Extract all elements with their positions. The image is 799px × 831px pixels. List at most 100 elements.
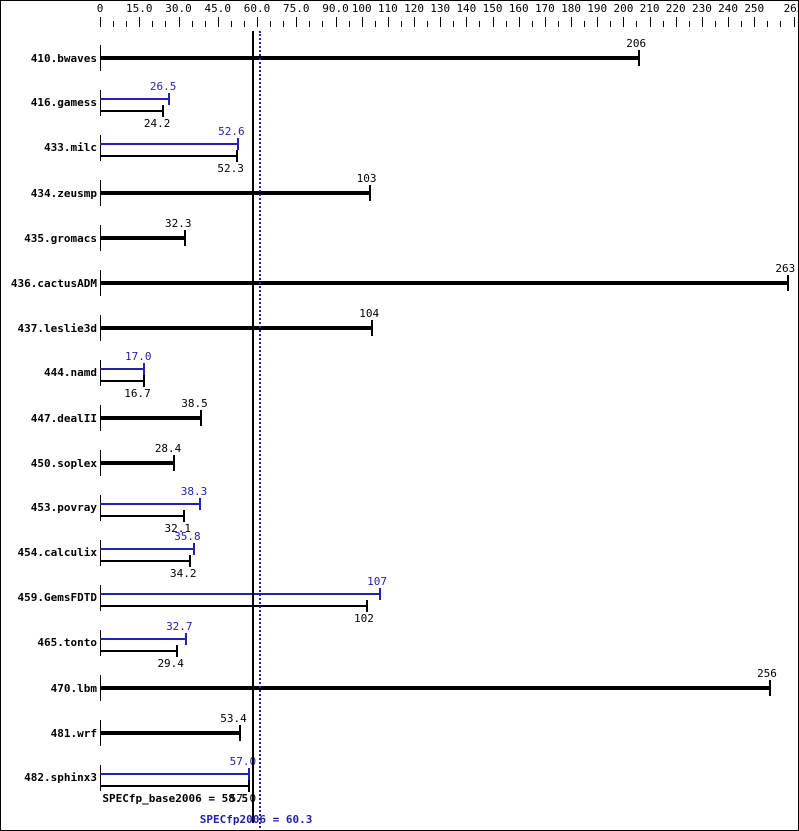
base-bar-cap [175, 645, 178, 657]
plot-area: 410.bwaves 206 416.gamess 26.5 24.2 433.milc 5… [1, 31, 798, 805]
benchmark-label-434-zeusmp: 434.zeusmp [30, 187, 97, 200]
base-bar-cap [162, 105, 165, 117]
axis-tick-minor [741, 21, 743, 27]
axis-tick-minor [714, 21, 716, 27]
base-bar-cap [188, 555, 191, 567]
axis-tick-major [335, 17, 337, 27]
axis-tick-minor [400, 21, 402, 27]
axis-tick-minor [270, 21, 272, 27]
axis-tick-major [100, 17, 101, 27]
peak-bar-cap [236, 138, 239, 150]
benchmark-label-444-namd: 444.namd [44, 366, 97, 379]
base-bar [100, 731, 240, 735]
axis-tick-major [649, 17, 651, 27]
axis-tick-minor [767, 21, 769, 27]
peak-bar-cap [192, 543, 195, 555]
benchmark-row: 435.gromacs 32.3 [1, 213, 798, 258]
base-bar [100, 416, 201, 420]
benchmark-label-410-bwaves: 410.bwaves [30, 52, 97, 65]
axis-tick-minor [322, 21, 324, 27]
base-value-label: 104 [359, 307, 380, 320]
axis-tick-label: 250 [744, 2, 765, 15]
axis-tick-label: 180 [561, 2, 581, 15]
benchmark-label-447-dealii: 447.dealII [30, 412, 97, 425]
row-axis-tick [100, 135, 101, 161]
base-value-label: 38.5 [181, 397, 208, 410]
axis-tick-minor [688, 21, 690, 27]
row-axis-tick [100, 495, 101, 521]
axis-tick-label: 190 [587, 2, 608, 15]
axis-tick-label: 120 [404, 2, 424, 15]
base-value-label: 263 [775, 262, 796, 275]
peak-bar-cap [143, 363, 146, 375]
peak-bar [100, 593, 381, 595]
axis-tick-minor [780, 21, 782, 27]
row-axis-tick [100, 360, 101, 386]
axis-tick-minor [204, 21, 206, 27]
benchmark-label-465-tonto: 465.tonto [37, 636, 97, 649]
axis-tick-label: 240 [718, 2, 739, 15]
axis-tick-label: 60.0 [243, 2, 271, 15]
peak-value-label: 32.7 [166, 620, 193, 633]
peak-value-label: 26.5 [149, 80, 177, 93]
peak-bar-cap [379, 588, 382, 600]
specfp2006-summary: SPECfp2006 = 60.3 [199, 813, 313, 826]
axis-tick-major [571, 17, 573, 27]
axis-tick-major [597, 17, 599, 27]
benchmark-row: 416.gamess 26.5 24.2 [1, 78, 798, 130]
peak-bar-cap [199, 498, 202, 510]
base-value-label: 103 [356, 172, 377, 185]
base-bar [100, 461, 175, 465]
benchmark-row: 465.tonto 32.7 29.4 [1, 618, 798, 670]
benchmark-label-436-cactusadm: 436.cactusADM [10, 277, 97, 290]
benchmark-row: 454.calculix 35.8 34.2 [1, 528, 798, 580]
base-bar [100, 110, 164, 112]
axis-tick-major [544, 17, 546, 27]
base-bar-cap [173, 455, 176, 471]
axis-tick-major [518, 17, 520, 27]
benchmark-row: 444.namd 17.0 16.7 [1, 348, 798, 400]
row-axis-tick [100, 630, 101, 656]
base-value-label: 53.4 [220, 712, 247, 725]
base-bar-cap [787, 275, 790, 291]
peak-reference-line [258, 31, 261, 830]
base-value-label: 28.4 [154, 442, 182, 455]
base-value-label: 57.0 [229, 792, 257, 805]
base-bar [100, 191, 370, 195]
peak-value-label: 57.0 [229, 755, 257, 768]
axis-tick-minor [453, 21, 455, 27]
benchmark-row: 481.wrf 53.4 [1, 708, 798, 753]
base-bar [100, 281, 789, 285]
peak-bar [100, 503, 201, 505]
axis-tick-label: 75.0 [283, 2, 310, 15]
benchmark-row: 470.lbm 256 [1, 663, 798, 708]
axis-tick-label: 230 [691, 2, 712, 15]
base-bar-cap [638, 50, 641, 66]
base-bar [100, 605, 367, 607]
axis-tick-label: 150 [482, 2, 503, 15]
base-bar-cap [199, 410, 202, 426]
peak-bar [100, 368, 145, 370]
benchmark-row: 447.dealII 38.5 [1, 393, 798, 438]
axis-tick-major [440, 17, 442, 27]
base-value-label: 24.2 [143, 117, 171, 130]
base-bar [100, 515, 184, 517]
axis-tick-minor [479, 21, 481, 27]
axis-tick-minor [113, 21, 115, 27]
axis-tick-label: 30.0 [165, 2, 192, 15]
peak-bar [100, 773, 250, 775]
axis-tick-minor [230, 21, 232, 27]
axis-tick-major [675, 17, 677, 27]
axis-tick-label: 100 [351, 2, 372, 15]
axis-tick-minor [374, 21, 376, 27]
axis-tick-label: 110 [377, 2, 398, 15]
base-bar-cap [183, 510, 185, 522]
axis-tick-major [296, 17, 298, 27]
axis-tick-minor [505, 21, 507, 27]
axis-tick-label: 265 [783, 2, 798, 15]
axis-tick-label: 220 [665, 2, 686, 15]
base-bar [100, 56, 640, 60]
peak-bar [100, 143, 238, 145]
benchmark-row: 459.GemsFDTD 107 102 [1, 573, 798, 625]
benchmark-row: 436.cactusADM 263 [1, 258, 798, 303]
